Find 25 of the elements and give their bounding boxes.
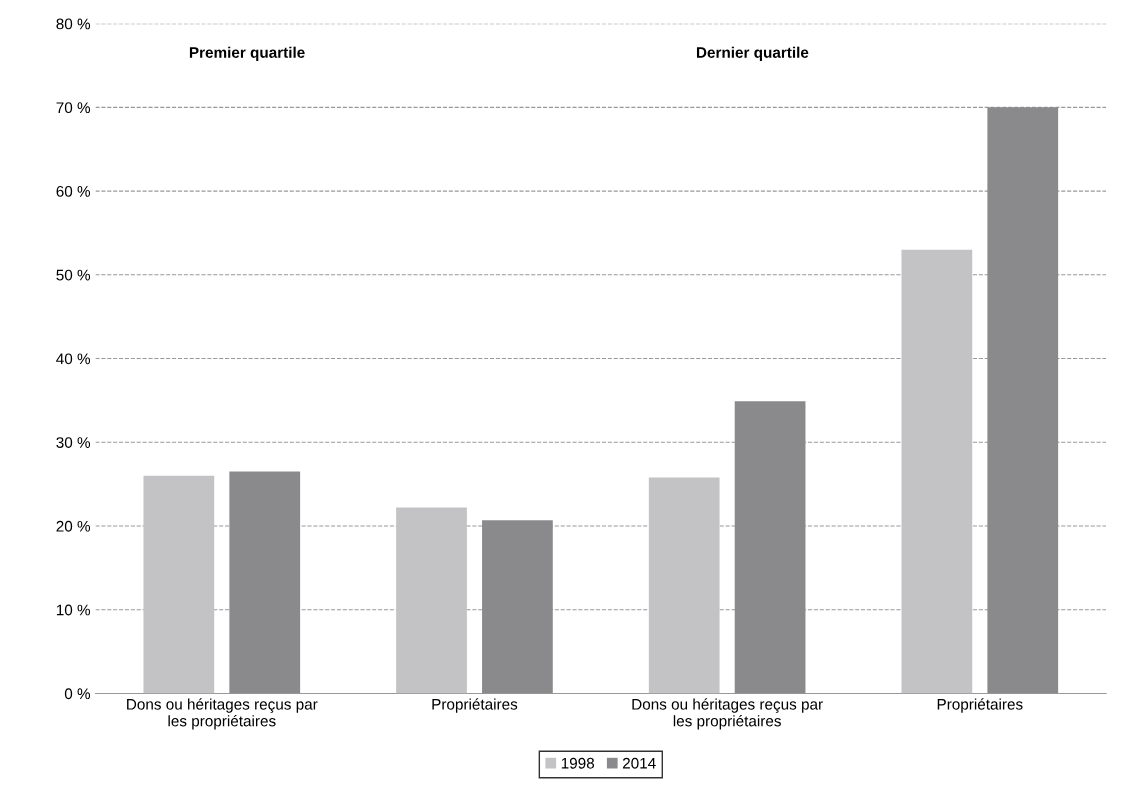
bar — [987, 107, 1059, 694]
x-tick-label: Propriétaires — [937, 698, 1023, 713]
bar — [229, 471, 301, 694]
bar — [734, 401, 806, 694]
y-tick-label: 10 % — [56, 604, 91, 616]
y-tick-label: 50 % — [56, 269, 91, 281]
x-tick-label: Dons ou héritages reçus par les propriétaires — [632, 698, 823, 730]
y-tick-label: 0 % — [64, 688, 91, 700]
y-tick-label: 40 % — [56, 353, 91, 365]
bar — [482, 520, 553, 694]
bar — [143, 475, 215, 694]
y-tick-label: 60 % — [56, 185, 91, 197]
x-tick-label: Propriétaires — [432, 698, 518, 713]
y-tick-label: 30 % — [56, 437, 91, 448]
y-tick-label: 20 % — [56, 520, 91, 532]
y-tick-label: 80 % — [56, 18, 91, 30]
bar — [648, 477, 720, 694]
legend-label: 2014 — [622, 757, 656, 769]
annotation: Premier quartile — [189, 46, 305, 61]
annotation: Dernier quartile — [696, 46, 809, 61]
legend-label: 1998 — [561, 757, 595, 769]
y-tick-label: 70 % — [56, 102, 91, 114]
bar — [901, 249, 973, 694]
x-tick-label: Dons ou héritages reçus par les propriétaires — [127, 698, 318, 730]
bar — [396, 507, 467, 694]
